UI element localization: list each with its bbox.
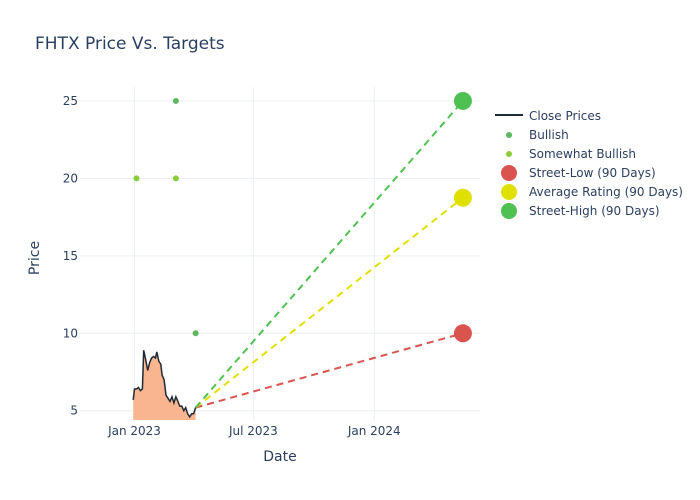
legend-label: Street-Low (90 Days)	[529, 165, 656, 180]
legend-marker	[506, 132, 512, 138]
y-axis-title: Price	[27, 241, 43, 275]
close-price-line	[132, 350, 197, 419]
legend-swatch	[494, 201, 524, 220]
rating-point	[172, 97, 179, 104]
legend-label: Street-High (90 Days)	[529, 203, 660, 218]
y-tick-label: 5	[70, 404, 78, 418]
target-line	[194, 100, 464, 409]
x-tick-label: Jan 2023	[107, 424, 161, 438]
grid-layer	[80, 87, 480, 420]
legend-item[interactable]: Close Prices	[494, 106, 683, 125]
target-point	[453, 91, 472, 110]
legend-marker	[501, 203, 517, 219]
target-line	[195, 332, 464, 409]
legend-marker	[501, 165, 517, 181]
legend-swatch	[494, 106, 524, 125]
legend-swatch	[494, 144, 524, 163]
x-tick-label: Jan 2024	[347, 424, 401, 438]
close-price-layer	[132, 350, 197, 419]
tick-labels-layer: 5 10 15 20 25 Jan 2023 Jul 2023 Jan 2024	[63, 94, 401, 438]
y-tick-label: 15	[63, 249, 78, 263]
legend-label: Somewhat Bullish	[529, 146, 637, 161]
legend-swatch	[494, 125, 524, 144]
target-point	[453, 188, 472, 207]
legend-marker	[506, 151, 512, 157]
legend-label: Bullish	[529, 127, 569, 142]
legend-label: Average Rating (90 Days)	[529, 184, 683, 199]
y-tick-label: 20	[63, 171, 78, 185]
legend-item[interactable]: Average Rating (90 Days)	[494, 182, 683, 201]
chart-title: FHTX Price Vs. Targets	[35, 34, 225, 54]
y-tick-label: 10	[63, 326, 78, 340]
legend-marker	[501, 184, 517, 200]
y-tick-label: 25	[63, 94, 78, 108]
rating-point	[172, 175, 179, 182]
target-lines-layer	[194, 100, 464, 409]
legend-item[interactable]: Bullish	[494, 125, 683, 144]
rating-point	[192, 330, 199, 337]
x-axis-title: Date	[263, 449, 296, 465]
target-line	[194, 196, 464, 409]
x-tick-label: Jul 2023	[228, 424, 278, 438]
target-point	[453, 324, 472, 343]
legend-label: Close Prices	[529, 108, 602, 123]
rating-point	[133, 175, 140, 182]
legend-item[interactable]: Somewhat Bullish	[494, 144, 683, 163]
legend-item[interactable]: Street-High (90 Days)	[494, 201, 683, 220]
markers-layer	[133, 91, 472, 343]
legend-item[interactable]: Street-Low (90 Days)	[494, 163, 683, 182]
legend: Close Prices Bullish Somewhat Bullish Stree…	[494, 106, 683, 220]
legend-swatch	[494, 182, 524, 201]
legend-marker	[495, 114, 523, 116]
legend-swatch	[494, 163, 524, 182]
